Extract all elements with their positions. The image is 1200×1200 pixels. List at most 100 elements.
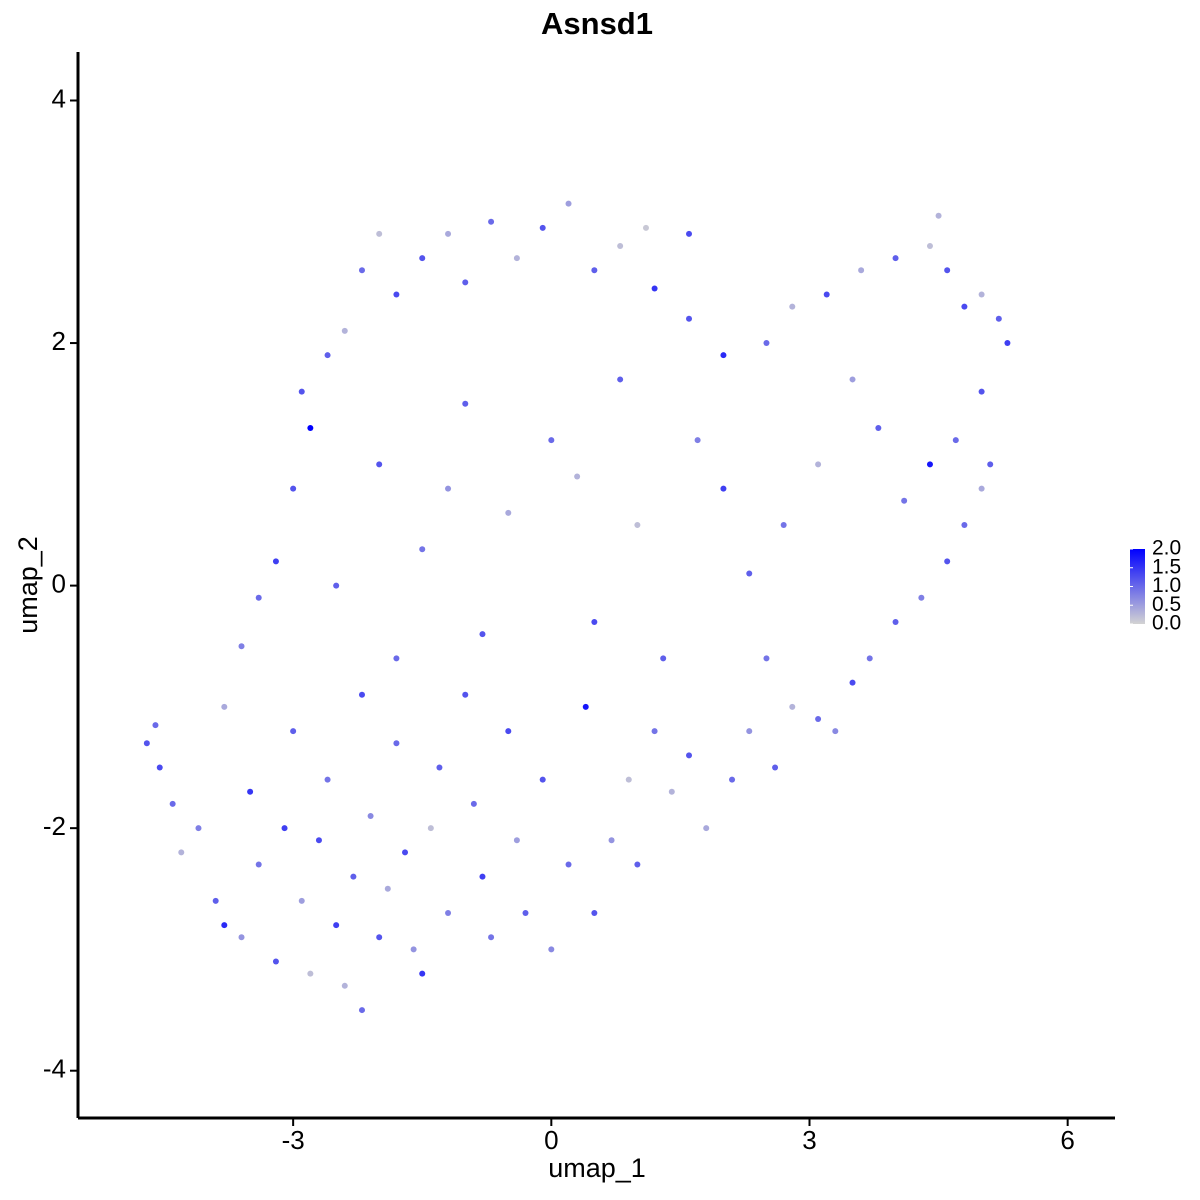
point — [686, 315, 693, 322]
point — [961, 303, 968, 310]
y-axis-label: umap_2 — [13, 536, 43, 634]
point — [376, 461, 383, 468]
point — [935, 212, 942, 219]
colorbar-tick-label: 2.0 — [1152, 537, 1181, 560]
point — [617, 243, 624, 250]
point — [961, 521, 968, 528]
point — [780, 521, 787, 528]
point — [815, 716, 822, 723]
point — [548, 946, 555, 953]
point — [462, 400, 469, 407]
point — [815, 461, 822, 468]
point — [591, 267, 598, 274]
point — [152, 722, 159, 729]
point — [281, 825, 288, 832]
point — [832, 728, 839, 735]
point — [608, 837, 615, 844]
point — [591, 910, 598, 917]
point — [642, 224, 649, 231]
point — [720, 352, 727, 359]
point — [849, 679, 856, 686]
point — [479, 873, 486, 880]
point — [195, 825, 202, 832]
point — [255, 594, 262, 601]
point — [156, 764, 163, 771]
point — [272, 558, 279, 565]
x-tick-label: 0 — [544, 1125, 558, 1155]
colorbar-tick-label: 0.5 — [1152, 593, 1181, 616]
point — [978, 388, 985, 395]
point — [393, 655, 400, 662]
point — [427, 825, 434, 832]
point — [918, 594, 925, 601]
x-axis-label: umap_1 — [548, 1153, 646, 1183]
point — [978, 485, 985, 492]
point — [565, 861, 572, 868]
point — [143, 740, 150, 747]
point — [445, 485, 452, 492]
point — [634, 861, 641, 868]
point — [333, 582, 340, 589]
point — [978, 291, 985, 298]
point — [901, 497, 908, 504]
point — [238, 934, 245, 941]
point — [384, 885, 391, 892]
point — [410, 946, 417, 953]
point — [634, 521, 641, 528]
point — [720, 485, 727, 492]
point — [651, 728, 658, 735]
point — [315, 837, 322, 844]
point — [789, 703, 796, 710]
point — [539, 776, 546, 783]
point — [419, 970, 426, 977]
point — [763, 655, 770, 662]
point — [479, 631, 486, 638]
point — [539, 224, 546, 231]
y-tick-label: 0 — [52, 568, 66, 598]
point — [505, 728, 512, 735]
point — [298, 897, 305, 904]
point — [436, 764, 443, 771]
point — [462, 691, 469, 698]
point — [445, 910, 452, 917]
y-tick-label: -4 — [43, 1054, 66, 1084]
point — [247, 788, 254, 795]
point — [892, 618, 899, 625]
point — [307, 970, 314, 977]
point — [393, 740, 400, 747]
point — [625, 776, 632, 783]
colorbar — [1130, 549, 1145, 624]
point — [505, 509, 512, 516]
point — [178, 849, 185, 856]
point — [376, 230, 383, 237]
point — [419, 255, 426, 262]
point — [470, 800, 477, 807]
point — [341, 327, 348, 334]
point — [290, 728, 297, 735]
point — [582, 703, 589, 710]
point — [952, 437, 959, 444]
point — [298, 388, 305, 395]
point — [1004, 340, 1011, 347]
point — [944, 558, 951, 565]
point — [565, 200, 572, 207]
point — [548, 437, 555, 444]
x-tick-label: 3 — [802, 1125, 816, 1155]
point — [358, 1007, 365, 1014]
point — [926, 461, 933, 468]
point — [238, 643, 245, 650]
point — [367, 813, 374, 820]
point — [513, 837, 520, 844]
point — [462, 279, 469, 286]
point — [789, 303, 796, 310]
point — [513, 255, 520, 262]
colorbar-tick-label: 1.5 — [1152, 555, 1181, 578]
point — [944, 267, 951, 274]
point — [617, 376, 624, 383]
point — [376, 934, 383, 941]
point — [402, 849, 409, 856]
point — [358, 691, 365, 698]
point — [651, 285, 658, 292]
point — [522, 910, 529, 917]
